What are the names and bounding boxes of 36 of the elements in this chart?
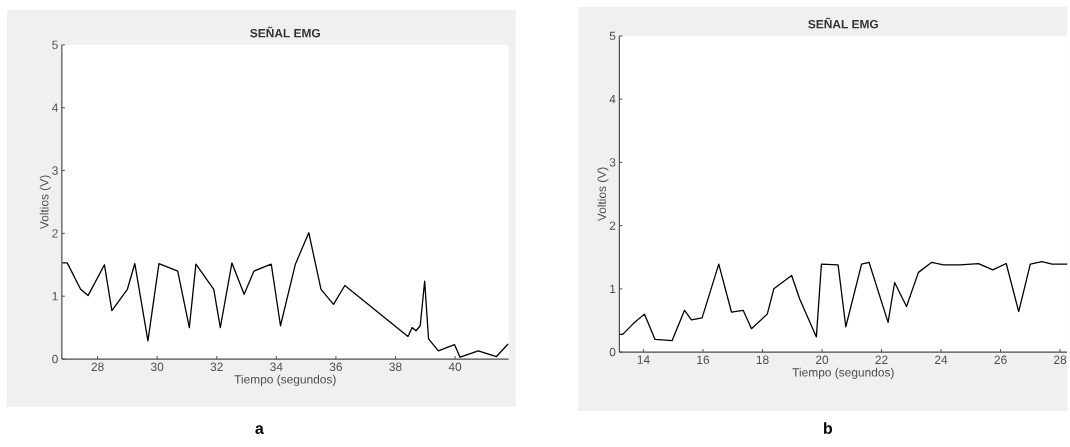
- x-tick-label: 34: [270, 362, 283, 372]
- chart-title: SEÑAL EMG: [808, 17, 878, 29]
- x-tick-label: 30: [150, 362, 164, 372]
- y-tick-label: 3: [52, 166, 58, 175]
- x-tick-label: 20: [815, 355, 829, 365]
- y-axis-title: Voltios (V): [597, 167, 609, 222]
- y-tick-label: 4: [51, 103, 58, 112]
- y-axis-title: Voltios (V): [39, 175, 51, 230]
- x-tick-label: 14: [637, 355, 650, 364]
- line-series: [618, 261, 1068, 342]
- y-tick-label: 1: [610, 284, 616, 294]
- y-tick-label: 0: [52, 354, 58, 364]
- x-tick-label: 40: [448, 362, 462, 372]
- y-tick-label: 4: [609, 95, 616, 104]
- y-tick-label: 2: [52, 229, 58, 238]
- x-tick-label: 22: [875, 355, 888, 364]
- y-tick-label: 5: [609, 31, 616, 41]
- text: b: [824, 422, 833, 435]
- y-tick-label: 3: [609, 158, 616, 167]
- x-axis-title: Tiempo (segundos): [792, 367, 894, 380]
- x-tick-label: 18: [756, 355, 769, 365]
- chart-title: SEÑAL EMG: [250, 26, 320, 38]
- x-tick-label: 26: [994, 355, 1007, 365]
- y-tick-label: 0: [609, 347, 616, 357]
- x-axis-title: Tiempo (segundos): [234, 374, 336, 387]
- text: a: [255, 425, 264, 435]
- x-tick-label: 16: [697, 355, 710, 365]
- x-tick-label: 36: [329, 362, 342, 372]
- x-tick-label: 28: [1054, 355, 1067, 365]
- x-tick-label: 38: [389, 362, 402, 372]
- x-tick-label: 32: [210, 362, 223, 372]
- x-tick-label: 24: [935, 355, 948, 364]
- y-tick-label: 1: [52, 292, 58, 301]
- y-tick-label: 2: [609, 221, 616, 230]
- y-tick-label: 5: [52, 40, 58, 50]
- x-tick-label: 28: [91, 362, 104, 372]
